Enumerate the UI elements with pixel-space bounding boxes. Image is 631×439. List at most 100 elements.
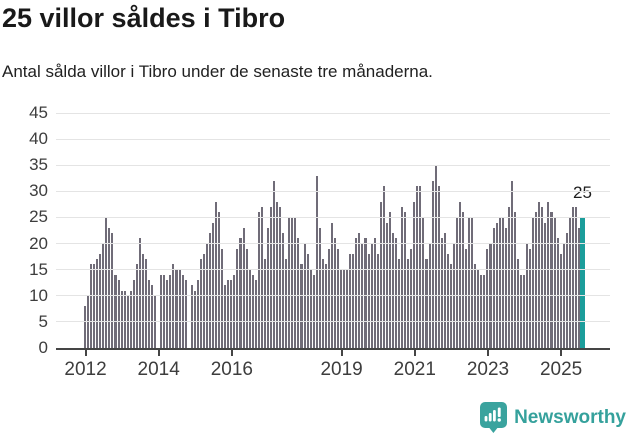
bar bbox=[291, 217, 294, 348]
bar bbox=[401, 207, 404, 348]
x-axis-tick bbox=[340, 350, 343, 356]
bar bbox=[553, 217, 556, 348]
bar bbox=[212, 222, 215, 348]
x-axis-tick bbox=[413, 350, 416, 356]
bar bbox=[507, 207, 510, 348]
bar bbox=[382, 186, 385, 348]
plot-area: 25 0 5 10 15 20 25 30 35 40 45 2012 2014 2016 2019 202… bbox=[29, 103, 610, 380]
bar bbox=[288, 217, 291, 348]
bar bbox=[577, 227, 580, 348]
gridline bbox=[56, 243, 610, 245]
bar bbox=[559, 254, 562, 348]
gridline bbox=[56, 138, 610, 140]
newsworthy-icon bbox=[480, 402, 508, 433]
bar bbox=[373, 238, 376, 348]
bar bbox=[245, 248, 248, 348]
bar bbox=[199, 259, 202, 348]
bar bbox=[565, 233, 568, 348]
bar bbox=[324, 264, 327, 348]
y-axis-tick-label: 0 bbox=[38, 338, 48, 357]
bar bbox=[111, 233, 114, 348]
bar bbox=[254, 280, 257, 348]
bar bbox=[269, 207, 273, 348]
bar bbox=[398, 259, 401, 348]
x-axis-tick bbox=[84, 350, 87, 356]
gridline bbox=[56, 190, 610, 192]
bar bbox=[169, 274, 172, 348]
y-axis-tick-label: 25 bbox=[29, 207, 48, 227]
highlight-value-label: 25 bbox=[573, 183, 592, 203]
bar bbox=[196, 280, 199, 348]
y-axis-tick-label: 20 bbox=[29, 233, 48, 253]
x-axis-tick-label: 2025 bbox=[539, 359, 583, 380]
bar bbox=[117, 280, 120, 348]
x-axis-tick-label: 2016 bbox=[210, 359, 253, 380]
bar bbox=[99, 254, 102, 348]
bar-series: 25 bbox=[84, 113, 592, 348]
bar bbox=[321, 259, 324, 348]
bar bbox=[449, 264, 452, 348]
newsworthy-logo[interactable]: Newsworthy bbox=[480, 402, 626, 433]
y-axis-tick-label: 5 bbox=[38, 311, 48, 331]
x-axis-tick bbox=[486, 350, 489, 356]
bar bbox=[285, 259, 288, 348]
bar bbox=[413, 201, 416, 348]
bar bbox=[181, 274, 184, 348]
bar bbox=[394, 238, 398, 348]
bar bbox=[144, 259, 148, 348]
bar bbox=[513, 212, 516, 348]
bar bbox=[330, 222, 333, 348]
bar bbox=[437, 186, 440, 348]
bar bbox=[541, 207, 544, 348]
bar bbox=[486, 248, 489, 348]
x-axis-tick bbox=[230, 350, 233, 356]
bar bbox=[495, 222, 498, 348]
bar bbox=[96, 259, 99, 348]
gridline bbox=[56, 216, 610, 218]
bar bbox=[135, 264, 138, 348]
bar bbox=[148, 280, 151, 348]
bar bbox=[407, 259, 410, 348]
bar bbox=[306, 254, 309, 348]
x-axis-tick bbox=[157, 350, 160, 356]
bar bbox=[90, 264, 93, 348]
bar bbox=[257, 212, 260, 348]
bar bbox=[93, 264, 96, 348]
bar bbox=[431, 180, 434, 348]
bar bbox=[465, 248, 468, 348]
bar bbox=[129, 290, 132, 348]
bar bbox=[279, 207, 282, 348]
bar bbox=[209, 233, 212, 348]
bar bbox=[221, 248, 224, 348]
bar bbox=[273, 180, 276, 348]
bar bbox=[349, 254, 352, 348]
x-axis-tick-label: 2023 bbox=[466, 359, 510, 380]
bar bbox=[215, 201, 218, 348]
bar bbox=[385, 222, 388, 348]
bar bbox=[230, 280, 233, 348]
x-axis-tick-label: 2014 bbox=[137, 359, 180, 380]
bar bbox=[468, 217, 471, 348]
bar bbox=[334, 238, 337, 348]
bar bbox=[141, 254, 144, 348]
bar bbox=[233, 274, 236, 348]
bar bbox=[239, 238, 242, 348]
bar bbox=[172, 264, 175, 348]
bar bbox=[263, 259, 266, 348]
bar bbox=[138, 238, 141, 348]
bar bbox=[193, 290, 196, 348]
gridline bbox=[56, 164, 610, 166]
bar bbox=[227, 280, 230, 348]
bar bbox=[510, 180, 513, 348]
bar bbox=[132, 280, 135, 348]
bar bbox=[434, 165, 437, 348]
bar bbox=[327, 248, 330, 348]
bar bbox=[568, 217, 571, 348]
bar bbox=[376, 254, 379, 348]
bar bbox=[105, 217, 108, 348]
bar bbox=[367, 254, 370, 348]
bar bbox=[443, 233, 446, 348]
bar bbox=[477, 269, 480, 348]
bar bbox=[419, 186, 422, 348]
